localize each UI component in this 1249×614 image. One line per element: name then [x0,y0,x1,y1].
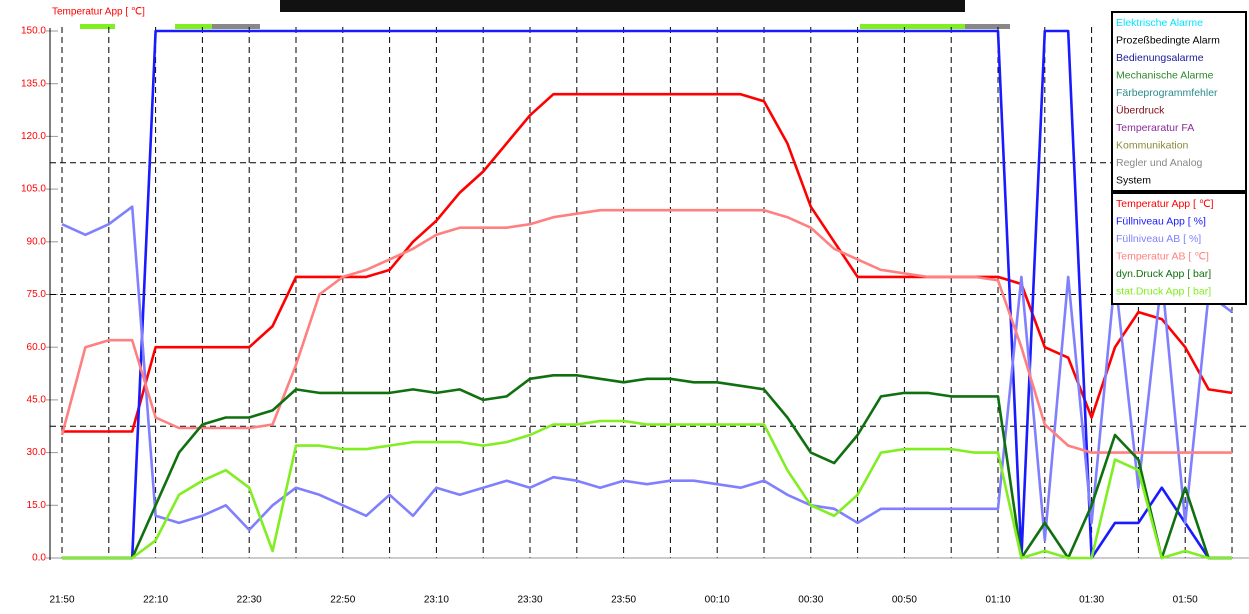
x-tick-label: 22:10 [143,595,168,606]
legend-alarm: Färbeprogrammfehler [1116,87,1218,99]
x-tick-label: 22:30 [237,595,262,606]
x-tick-label: 23:50 [611,595,636,606]
series-line [62,207,1232,541]
legend-entry: Temperatur App [ ℃] [1116,198,1214,210]
x-tick-label: 00:10 [705,595,730,606]
alarm-bar [80,24,115,29]
y-tick-label: 15.0 [27,500,47,511]
x-tick-label: 01:50 [1173,595,1198,606]
x-tick-label: 21:50 [49,595,74,606]
legend-entry: Temperatur AB [ ℃] [1116,250,1209,262]
chart: Temperatur App [ ℃] 0.0 15.0 30.0 45.0 60.0 7… [0,0,1249,609]
legend-alarm: Kommunikation [1116,139,1189,151]
legend-entry: Füllniveau AB [ %] [1116,233,1201,245]
lines [62,31,1232,558]
alarm-bar [860,24,965,29]
x-tick-label: 22:50 [330,595,355,606]
legend-entry: stat.Druck App [ bar] [1116,285,1211,297]
alarm-bar [965,24,1010,29]
legend-alarm: Elektrische Alarme [1116,17,1203,29]
alarm-bar [175,24,212,29]
y-tick-label: 105.0 [21,184,46,195]
y-tick-label: 120.0 [21,131,46,142]
x-tick-label: 01:10 [985,595,1010,606]
legend: Elektrische Alarme Prozeßbedingte Alarm Be… [1112,12,1246,304]
legend-alarm: Überdruck [1116,104,1165,116]
y-tick-label: 45.0 [27,395,47,406]
y-tick-label: 60.0 [27,342,47,353]
x-tick-label: 23:30 [517,595,542,606]
legend-alarm: Regler und Analog [1116,157,1203,169]
x-tick-label: 23:10 [424,595,449,606]
legend-entry: Füllniveau App [ %] [1116,215,1206,227]
x-tick-label: 01:30 [1079,595,1104,606]
legend-alarm: Bedienungsalarme [1116,52,1204,64]
series-line [62,94,1232,431]
legend-alarm: Prozeßbedingte Alarm [1116,34,1220,46]
y-tick-label: 150.0 [21,26,46,37]
top-banner [280,0,965,12]
y-axis-label: Temperatur App [ ℃] [52,7,145,18]
legend-alarm: System [1116,174,1151,186]
y-tick-label: 90.0 [27,236,47,247]
y-tick-label: 135.0 [21,78,46,89]
x-tick-label: 00:50 [892,595,917,606]
legend-alarm: Mechanische Alarme [1116,69,1214,81]
x-tick-label: 00:30 [798,595,823,606]
y-tick-label: 0.0 [32,553,46,564]
series-line [62,421,1232,558]
y-tick-label: 75.0 [27,289,47,300]
alarm-bar [212,24,260,29]
legend-entry: dyn.Druck App [ bar] [1116,268,1211,280]
y-tick-label: 30.0 [27,447,47,458]
legend-alarm: Temperaratur FA [1116,122,1194,134]
